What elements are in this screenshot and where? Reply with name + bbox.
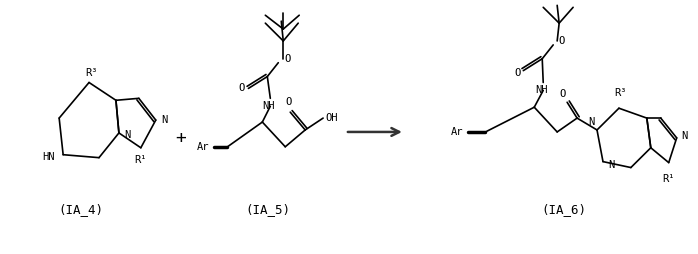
Text: NH: NH	[262, 101, 274, 111]
Text: NH: NH	[535, 85, 547, 96]
Text: R¹: R¹	[135, 155, 147, 165]
Text: N: N	[124, 130, 130, 140]
Text: (IA_6): (IA_6)	[542, 203, 586, 216]
Text: O: O	[285, 97, 291, 107]
Text: Ar: Ar	[197, 142, 209, 152]
Text: R¹: R¹	[662, 174, 675, 184]
Text: O: O	[558, 36, 565, 46]
Text: N: N	[161, 115, 167, 125]
Text: N: N	[682, 131, 688, 141]
Text: Ar: Ar	[451, 127, 463, 137]
Text: R³: R³	[84, 68, 97, 78]
Text: +: +	[175, 129, 186, 147]
Text: O: O	[238, 83, 244, 93]
Text: O: O	[559, 89, 565, 99]
Text: (IA_4): (IA_4)	[59, 203, 103, 216]
Text: O: O	[284, 54, 290, 64]
Text: HN: HN	[43, 152, 55, 162]
Text: R³: R³	[615, 88, 628, 98]
Text: O: O	[514, 68, 520, 78]
Text: N: N	[588, 117, 594, 127]
Text: OH: OH	[325, 113, 338, 123]
Text: (IA_5): (IA_5)	[246, 203, 291, 216]
Text: N: N	[608, 160, 614, 170]
